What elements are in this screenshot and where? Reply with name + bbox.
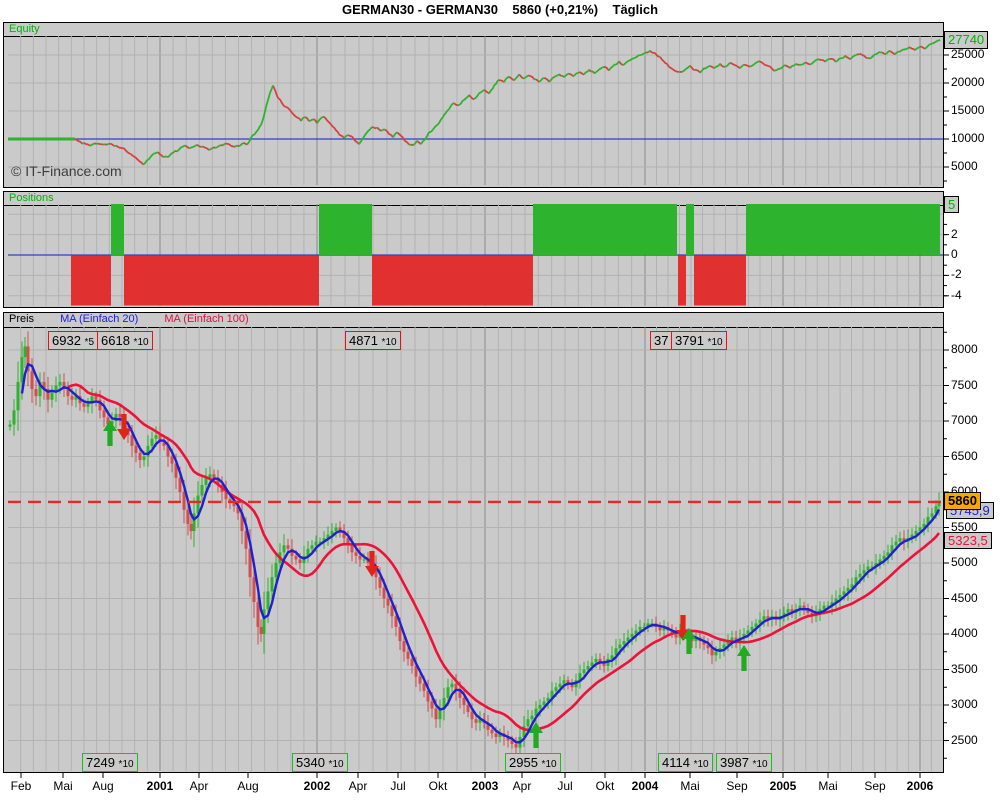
positions-panel-label: Positions — [9, 192, 54, 204]
axis-tick-label: 2500 — [951, 732, 978, 747]
axis-tick-label: 7000 — [951, 413, 978, 427]
x-axis-label: 2001 — [146, 779, 174, 793]
ma100-value-badge: 5323,5 — [944, 532, 992, 550]
x-axis-label: 2002 — [303, 779, 331, 793]
last-price-badge: 5860 — [944, 491, 981, 510]
x-axis-label: Mai — [53, 779, 73, 793]
x-axis-label: Okt — [428, 779, 448, 793]
axis-tick-label: 4000 — [951, 626, 978, 640]
x-axis-label: Aug — [237, 779, 259, 793]
x-axis-label: Jul — [557, 779, 573, 793]
x-axis-label: Feb — [10, 779, 32, 793]
equity-panel-header: Equity — [4, 23, 943, 37]
chart-title: GERMAN30 - GERMAN30 5860 (+0,21%) Täglic… — [341, 2, 659, 17]
equity-value-badge: 27740 — [944, 30, 989, 49]
watermark: © IT-Finance.com — [11, 163, 122, 179]
positions-panel[interactable]: Positions — [3, 191, 944, 308]
price-panel[interactable]: Preis MA (Einfach 20) MA (Einfach 100) — [3, 312, 944, 773]
x-axis-label: 2004 — [631, 779, 659, 793]
x-axis-label: Mai — [818, 779, 838, 793]
x-axis-label: Aug — [92, 779, 114, 793]
axis-tick-label: 5500 — [951, 519, 978, 534]
axis-tick-label: 20000 — [951, 75, 985, 89]
axis-tick-label: 8000 — [951, 342, 978, 356]
x-axis-label: Apr — [512, 779, 532, 793]
x-axis-label: Jul — [390, 779, 406, 793]
axis-tick-label: -4 — [951, 287, 962, 302]
equity-panel[interactable]: Equity — [3, 22, 944, 188]
x-axis-label: Sep — [864, 779, 886, 793]
axis-tick-label: 2 — [951, 226, 958, 241]
axis-tick-label: 5000 — [951, 159, 978, 173]
x-axis-label: 2006 — [906, 779, 934, 793]
positions-panel-header: Positions — [4, 192, 943, 206]
axis-tick-label: 0 — [951, 247, 958, 261]
ma20-legend-label: MA (Einfach 20) — [60, 313, 139, 325]
axis-tick-label: 3500 — [951, 661, 978, 676]
price-panel-label: Preis — [9, 313, 35, 325]
x-axis-label: Mai — [680, 779, 700, 793]
axis-tick-label: 10000 — [951, 131, 985, 145]
axis-tick-label: 15000 — [951, 103, 985, 117]
equity-panel-label: Equity — [9, 23, 40, 35]
x-axis-label: Apr — [189, 779, 209, 793]
ma20-value-badge: 5745,9 — [946, 501, 994, 519]
x-axis-label: Okt — [595, 779, 615, 793]
axis-tick-label: 6500 — [951, 448, 978, 463]
x-axis-label: 2003 — [471, 779, 499, 793]
axis-tick-label: -2 — [951, 267, 962, 282]
price-panel-header: Preis MA (Einfach 20) MA (Einfach 100) — [4, 313, 943, 328]
x-axis-label: Apr — [348, 779, 368, 793]
ma100-legend-label: MA (Einfach 100) — [164, 313, 249, 325]
axis-tick-label: 3000 — [951, 697, 978, 711]
positions-value-badge: 5 — [944, 196, 960, 213]
x-axis-label: Sep — [726, 779, 748, 793]
axis-tick-label: 7500 — [951, 377, 978, 392]
axis-tick-label: 5000 — [951, 555, 978, 569]
axis-tick-label: 25000 — [951, 47, 985, 61]
axis-tick-label: 4500 — [951, 590, 978, 605]
x-axis-label: 2005 — [769, 779, 797, 793]
axis-tick-label: 6000 — [951, 484, 978, 498]
